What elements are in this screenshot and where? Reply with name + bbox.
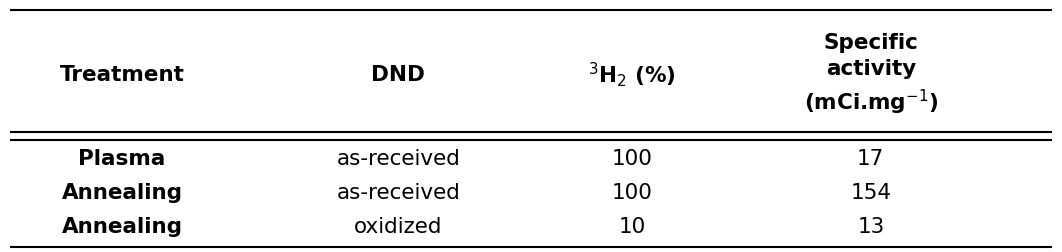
Text: DND: DND — [372, 65, 425, 85]
Text: oxidized: oxidized — [354, 217, 443, 237]
Text: 10: 10 — [618, 217, 646, 237]
Text: Annealing: Annealing — [62, 217, 183, 237]
Text: Plasma: Plasma — [79, 149, 166, 169]
Text: 154: 154 — [851, 183, 891, 203]
Text: Specific
activity
(mCi.mg$^{-1}$): Specific activity (mCi.mg$^{-1}$) — [804, 33, 938, 117]
Text: as-received: as-received — [337, 183, 460, 203]
Text: 100: 100 — [612, 183, 652, 203]
Text: Annealing: Annealing — [62, 183, 183, 203]
Text: 100: 100 — [612, 149, 652, 169]
Text: $^{3}$H$_{2}$ (%): $^{3}$H$_{2}$ (%) — [588, 60, 675, 89]
Text: 13: 13 — [857, 217, 885, 237]
Text: 17: 17 — [857, 149, 885, 169]
Text: Treatment: Treatment — [59, 65, 185, 85]
Text: as-received: as-received — [337, 149, 460, 169]
